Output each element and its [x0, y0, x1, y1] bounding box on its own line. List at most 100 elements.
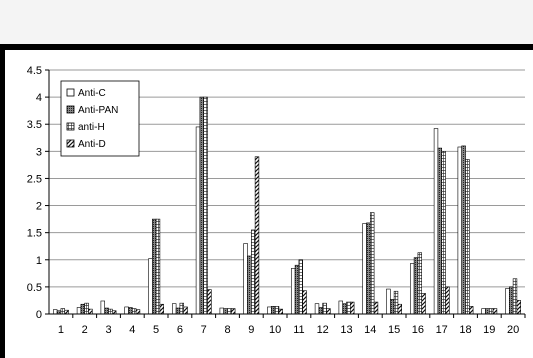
bar-anti-pan-13 [342, 303, 347, 315]
bar-anti-d-9 [254, 156, 260, 315]
chart-frame: 0 0.5 1 1.5 2 2.5 3 3.5 4 4.5 1 2 3 4 5 6 7 8 9 10 11 12 13 14 1… [0, 44, 533, 358]
x-tick-label: 19 [483, 324, 495, 336]
bar-anti-h-4 [132, 308, 137, 315]
bar-anti-c-17 [433, 128, 439, 315]
x-tick-label: 6 [177, 324, 183, 336]
bar-anti-pan-2 [80, 303, 86, 315]
x-tick-label: 8 [224, 324, 230, 336]
y-tick-label: 2 [36, 201, 42, 213]
bar-anti-d-18 [468, 306, 474, 315]
legend-swatch [66, 105, 75, 114]
bar-anti-c-14 [362, 223, 367, 315]
legend-label: Anti-PAN [78, 105, 118, 116]
bar-anti-pan-8 [223, 308, 228, 315]
bar-anti-pan-20 [508, 286, 514, 315]
bar-anti-c-5 [148, 258, 153, 315]
bar-anti-h-1 [60, 308, 66, 315]
bar-anti-c-6 [172, 303, 177, 315]
legend-label: anti-H [78, 122, 105, 133]
x-tick-label: 9 [248, 324, 254, 336]
bar-anti-pan-6 [175, 307, 181, 315]
bar-anti-pan-15 [389, 299, 395, 315]
x-tick-label: 5 [153, 324, 159, 336]
bar-anti-c-13 [338, 300, 343, 315]
bar-anti-c-15 [386, 288, 391, 315]
bar-anti-d-6 [183, 306, 188, 315]
bar-anti-c-10 [267, 306, 272, 315]
bar-anti-h-3 [108, 308, 113, 315]
y-tick-label: 1 [36, 255, 42, 267]
x-tick-label: 15 [388, 324, 400, 336]
bar-anti-pan-3 [104, 307, 109, 315]
bar-anti-c-11 [290, 268, 296, 315]
bar-anti-d-5 [159, 303, 164, 315]
y-tick-label: 0 [36, 309, 42, 321]
bar-anti-pan-14 [366, 222, 371, 315]
y-tick-label: 0.5 [27, 282, 42, 294]
x-tick-label: 3 [105, 324, 111, 336]
bar-anti-d-16 [421, 293, 426, 315]
x-tick-label: 18 [459, 324, 471, 336]
legend-swatch [66, 122, 75, 131]
bar-anti-h-12 [322, 302, 327, 315]
bar-anti-h-9 [251, 229, 256, 315]
bar-anti-d-8 [231, 308, 236, 315]
legend-swatch [66, 139, 75, 148]
bar-anti-pan-12 [318, 307, 323, 315]
bar-anti-d-19 [492, 308, 498, 315]
bar-anti-h-14 [369, 212, 375, 315]
x-tick-label: 1 [58, 324, 64, 336]
bar-anti-d-7 [207, 289, 212, 315]
y-tick-label: 4 [36, 92, 42, 104]
bar-anti-c-2 [76, 307, 82, 315]
bar-anti-pan-18 [461, 145, 466, 315]
y-tick-label: 1.5 [27, 228, 42, 240]
bar-anti-c-3 [100, 300, 106, 315]
bar-anti-d-10 [278, 308, 283, 315]
y-tick-label: 2.5 [27, 173, 42, 185]
bar-anti-h-17 [441, 151, 446, 315]
bar-anti-d-1 [64, 309, 69, 315]
x-tick-label: 13 [340, 324, 352, 336]
bar-anti-c-7 [195, 126, 201, 315]
bar-anti-h-18 [465, 159, 470, 315]
legend-label: Anti-D [78, 139, 106, 150]
bar-anti-c-18 [457, 146, 462, 315]
y-tick-label: 3 [36, 146, 42, 158]
bar-anti-pan-4 [128, 307, 133, 315]
bar-anti-h-16 [417, 252, 422, 315]
legend-swatch [66, 88, 75, 97]
bar-anti-d-17 [445, 286, 450, 315]
x-tick-label: 7 [201, 324, 207, 336]
bar-anti-c-9 [243, 243, 248, 315]
bar-anti-d-14 [373, 301, 379, 315]
bar-anti-pan-5 [152, 218, 157, 315]
bar-anti-h-13 [346, 301, 351, 315]
bar-anti-c-20 [505, 288, 510, 315]
bar-anti-d-4 [135, 309, 141, 315]
x-tick-label: 16 [412, 324, 424, 336]
x-tick-label: 17 [436, 324, 448, 336]
x-tick-label: 14 [364, 324, 376, 336]
bar-anti-pan-16 [413, 257, 419, 315]
bar-anti-h-7 [203, 96, 208, 315]
bar-anti-d-15 [397, 303, 402, 315]
bar-anti-pan-11 [294, 264, 300, 315]
bar-anti-c-12 [314, 303, 320, 315]
bar-anti-h-11 [298, 259, 303, 315]
bar-anti-pan-9 [247, 255, 252, 315]
x-tick-label: 4 [129, 324, 135, 336]
bar-anti-h-5 [155, 218, 161, 315]
bar-anti-h-8 [227, 308, 232, 315]
x-tick-label: 20 [507, 324, 519, 336]
bar-anti-d-13 [349, 301, 355, 315]
bar-anti-h-15 [393, 290, 399, 315]
bar-anti-c-4 [124, 306, 129, 315]
bar-anti-d-20 [516, 300, 521, 315]
x-tick-label: 10 [269, 324, 281, 336]
y-tick-label: 3.5 [27, 119, 42, 131]
bar-anti-pan-19 [485, 308, 490, 315]
bar-anti-c-16 [409, 263, 415, 315]
bar-anti-d-11 [302, 290, 307, 315]
y-tick-label: 4.5 [27, 65, 42, 77]
